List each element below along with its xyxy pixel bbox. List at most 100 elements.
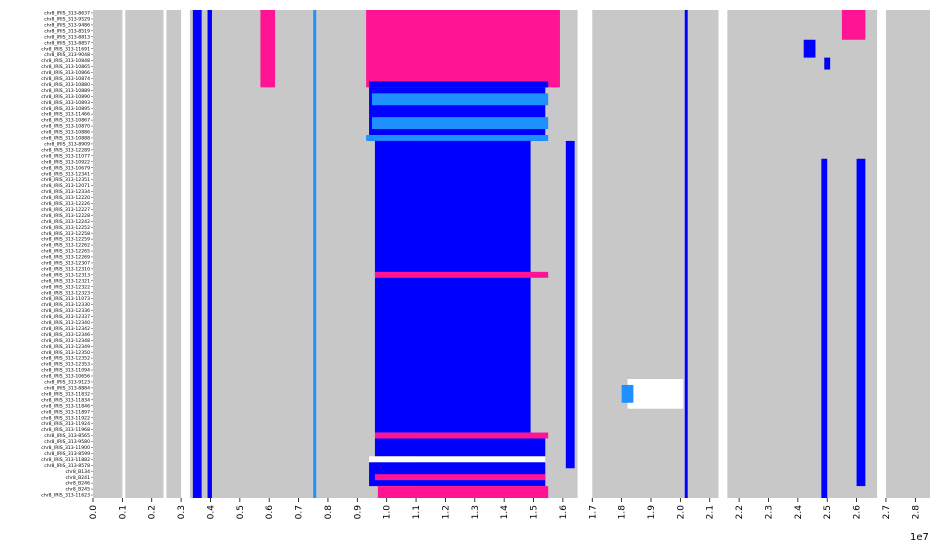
y-tick-label: chr8_IRIS_313-11882 (41, 457, 90, 463)
heatmap-block-10 (684, 10, 688, 498)
heatmap-block-31 (369, 456, 546, 463)
y-tick-label: chr8_IRIS_313-10866 (41, 70, 90, 76)
y-tick-label: chr8_IRIS_313-12334 (41, 189, 90, 195)
y-tick-label: chr8_IRIS_313-12220 (41, 195, 90, 201)
x-tick-label: 2.8 (911, 505, 921, 520)
y-tick-label: chr8_IRIS_313-12353 (41, 362, 90, 368)
heatmap-block-6 (718, 10, 728, 498)
x-tick-label: 0.5 (236, 505, 246, 519)
y-tick-label: chr8_IRIS_313-10922 (41, 159, 90, 165)
y-tick-label: chr8_IRIS_313-12352 (41, 356, 90, 362)
y-tick-label: chr8_IRIS_313-11073 (41, 296, 90, 302)
y-tick-label: chr8_IRIS_313-11832 (41, 391, 90, 397)
y-tick-label: chr8_IRIS_313-9529 (44, 17, 90, 23)
y-tick-label: chr8_IRIS_313-11922 (41, 415, 90, 421)
heatmap-block-29 (374, 432, 549, 439)
y-tick-label: chr8_IRIS_313-10888 (41, 136, 90, 142)
x-tick-label: 0.6 (265, 505, 275, 520)
heatmap-block-25 (856, 158, 866, 487)
x-tick-label: 0.9 (353, 505, 363, 520)
x-tick-label: 2.0 (676, 505, 686, 520)
y-tick-label: chr8_IRIS_313-11968 (41, 427, 90, 433)
heatmap-block-17 (369, 81, 549, 88)
heatmap-block-28 (621, 384, 634, 403)
y-tick-label: chr8_IRIS_313-12348 (41, 338, 90, 344)
y-tick-label: chr8_IRIS_313-12262 (41, 243, 90, 249)
x-tick-label: 2.6 (853, 505, 863, 520)
y-tick-label: chr8_IRIS_313-12242 (41, 219, 90, 225)
y-tick-label: chr8_IRIS_313-11924 (41, 421, 90, 427)
heatmap-block-23 (374, 271, 549, 278)
heatmap-block-33 (374, 474, 546, 481)
y-tick-label: chr8_IRIS_313-10895 (41, 106, 90, 112)
x-tick-label: 1.4 (500, 505, 510, 520)
y-tick-label: chr8_B245 (66, 487, 91, 493)
heatmap-block-9 (207, 10, 212, 498)
y-tick-label: chr8_IRIS_313-12310 (41, 266, 90, 272)
heatmap-block-1 (122, 10, 126, 498)
y-tick-label: chr8_IRIS_313-11077 (41, 153, 90, 159)
y-tick-label: chr8_IRIS_313-10867 (41, 118, 90, 124)
y-tick-label: chr8_IRIS_313-10880 (41, 82, 90, 88)
x-tick-label: 1.9 (647, 505, 657, 520)
y-tick-label: chr8_IRIS_313-10870 (41, 124, 90, 130)
heatmap-block-20 (372, 117, 549, 130)
y-tick-label: chr8_B241 (66, 475, 91, 481)
y-tick-label: chr8_IRIS_313-10889 (41, 88, 90, 94)
y-tick-label: chr8_IRIS_313-12227 (41, 207, 90, 213)
y-tick-label: chr8_IRIS_313-10656 (41, 374, 90, 380)
y-tick-label: chr8_IRIS_313-12351 (41, 177, 90, 183)
y-tick-label: chr8_IRIS_313-8857 (44, 40, 90, 46)
y-tick-label: chr8_IRIS_313-12342 (41, 326, 90, 332)
y-tick-label: chr8_IRIS_313-12323 (41, 290, 90, 296)
y-tick-label: chr8_IRIS_313-9486 (44, 22, 90, 28)
y-tick-label: chr8_IRIS_313-10874 (41, 76, 90, 82)
y-tick-label: chr8_IRIS_313-11094 (41, 368, 90, 374)
heatmap-block-27 (627, 378, 684, 409)
x-tick-label: 0.7 (295, 505, 305, 519)
y-tick-label: chr8_IRIS_313-10865 (41, 64, 90, 70)
heatmap-block-19 (372, 93, 549, 106)
heatmap-block-5 (577, 10, 593, 498)
x-tick-label: 0.3 (177, 505, 187, 519)
y-tick-label: chr8_IRIS_313-12313 (41, 272, 90, 278)
y-axis-labels: chr8_IRIS_313-8637chr8_IRIS_313-9529chr8… (41, 11, 93, 499)
heatmap-block-8 (192, 10, 202, 498)
y-tick-label: chr8_IRIS_313-8813 (44, 34, 90, 40)
x-tick-label: 1.1 (412, 505, 422, 519)
y-tick-label: chr8_IRIS_313-11466 (41, 112, 90, 118)
y-tick-label: chr8_IRIS_313-12346 (41, 332, 90, 338)
y-tick-label: chr8_IRIS_313-8637 (44, 11, 90, 17)
y-tick-label: chr8_IRIS_313-9580 (44, 439, 90, 445)
y-tick-label: chr8_IRIS_313-10890 (41, 94, 90, 100)
x-tick-label: 2.1 (706, 505, 716, 519)
x-tick-label: 0.0 (89, 505, 99, 520)
x-tick-label: 0.2 (148, 505, 158, 519)
y-tick-label: chr8_IRIS_313-12289 (41, 147, 90, 153)
y-tick-label: chr8_IRIS_313-12322 (41, 284, 90, 290)
heatmap-block-22 (374, 140, 531, 433)
y-tick-label: chr8_IRIS_313-12321 (41, 278, 90, 284)
heatmap-block-13 (260, 10, 276, 88)
y-tick-label: chr8_IRIS_313-8884 (44, 386, 90, 392)
heatmap-block-12 (366, 10, 560, 88)
x-tick-label: 0.1 (118, 505, 128, 519)
y-tick-label: chr8_B246 (66, 481, 91, 487)
heatmap-block-34 (377, 486, 549, 498)
heatmap-block-11 (313, 10, 317, 498)
heatmap-cells (93, 10, 930, 498)
x-tick-label: 1.3 (471, 505, 481, 519)
y-tick-label: chr8_IRIS_313-9123 (44, 380, 90, 386)
y-tick-label: chr8_IRIS_313-12228 (41, 213, 90, 219)
heatmap-block-14 (841, 10, 866, 40)
y-tick-label: chr8_IRIS_313-8909 (44, 142, 90, 148)
x-tick-label: 1.0 (383, 505, 393, 520)
heatmap-block-24 (565, 140, 575, 469)
y-tick-label: chr8_IRIS_313-12349 (41, 344, 90, 350)
y-tick-label: chr8_IRIS_313-11623 (41, 493, 90, 499)
y-tick-label: chr8_IRIS_313-11691 (41, 46, 90, 52)
heatmap-block-2 (163, 10, 167, 498)
y-tick-label: chr8_IRIS_313-12269 (41, 255, 90, 261)
x-tick-label: 1.6 (559, 505, 569, 520)
